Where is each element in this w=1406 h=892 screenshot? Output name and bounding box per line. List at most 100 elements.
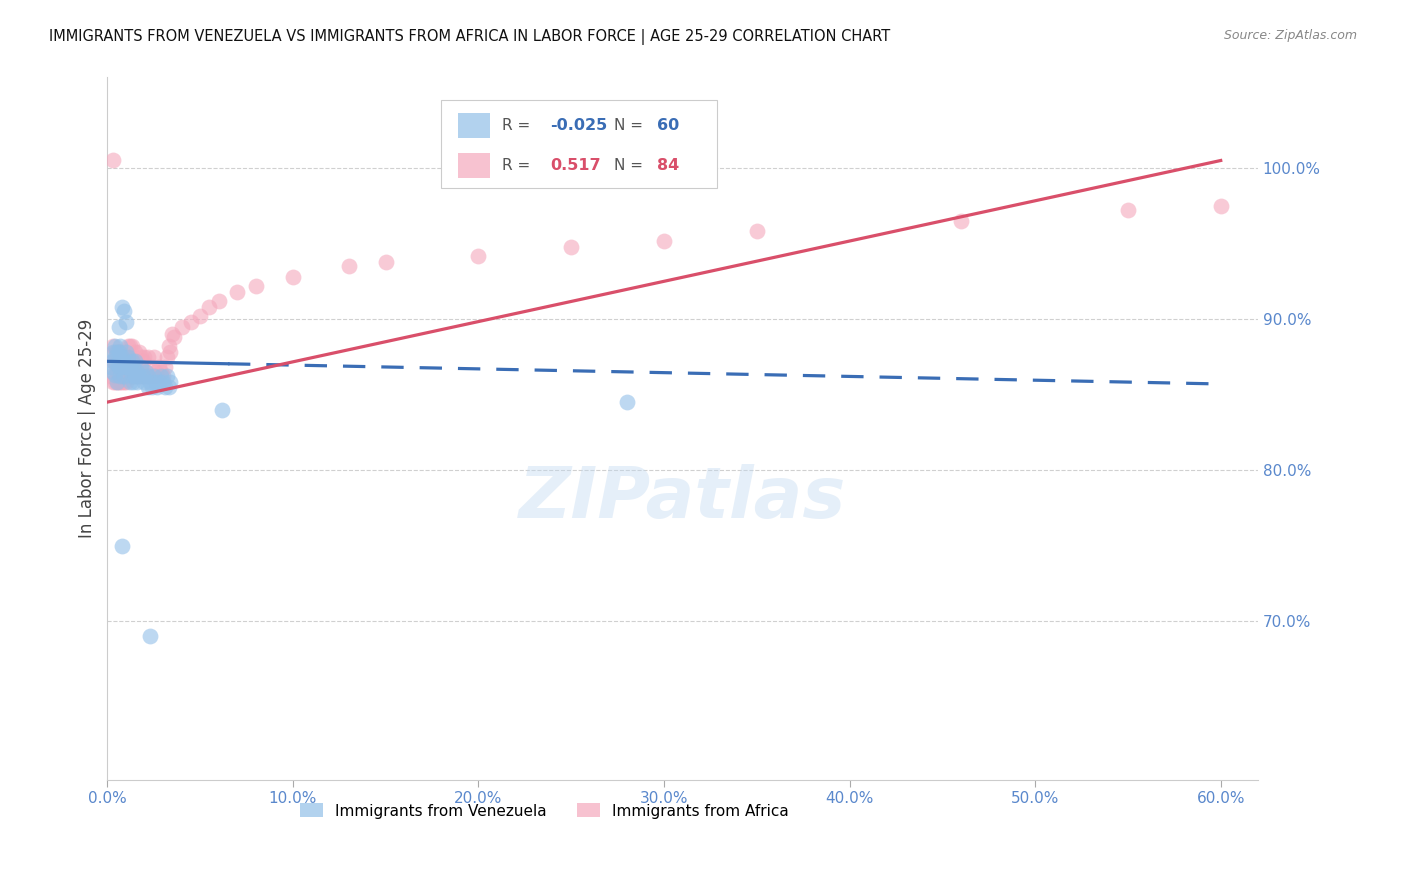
Point <box>245 278 267 293</box>
Point <box>101 345 124 359</box>
Point <box>131 369 153 384</box>
Point <box>139 369 162 384</box>
Point <box>121 354 143 368</box>
Point <box>110 339 132 353</box>
Point <box>745 224 768 238</box>
Point <box>159 376 181 390</box>
Point <box>146 380 169 394</box>
Point <box>110 354 132 368</box>
Point <box>150 369 173 384</box>
Point <box>105 345 128 359</box>
Point <box>117 339 139 353</box>
Point <box>104 376 127 390</box>
FancyBboxPatch shape <box>441 100 717 187</box>
Point <box>211 402 233 417</box>
Text: R =: R = <box>502 158 540 173</box>
Text: R =: R = <box>502 118 536 133</box>
Point <box>122 354 145 368</box>
Point <box>150 365 173 379</box>
Point <box>170 319 193 334</box>
Point <box>124 354 146 368</box>
Point <box>226 285 249 299</box>
Point <box>115 350 138 364</box>
Point <box>148 376 170 390</box>
Point <box>616 395 638 409</box>
Point <box>105 365 128 379</box>
Point <box>128 369 150 384</box>
FancyBboxPatch shape <box>458 112 491 138</box>
Point <box>112 376 135 390</box>
Point <box>1116 203 1139 218</box>
Point <box>131 369 153 384</box>
Point <box>129 360 152 375</box>
Point <box>111 360 134 375</box>
Point <box>118 339 141 353</box>
Point <box>111 360 134 375</box>
Point <box>115 315 138 329</box>
Point <box>110 369 132 384</box>
Text: N =: N = <box>613 158 647 173</box>
Text: Source: ZipAtlas.com: Source: ZipAtlas.com <box>1223 29 1357 42</box>
Point <box>152 376 174 390</box>
Point <box>134 376 156 390</box>
Point <box>105 376 128 390</box>
Point <box>208 293 231 308</box>
Point <box>115 345 138 359</box>
Point <box>136 369 159 384</box>
Point <box>134 369 156 384</box>
Point <box>124 360 146 375</box>
Point <box>112 369 135 384</box>
Point <box>142 350 165 364</box>
Point <box>560 239 582 253</box>
Text: N =: N = <box>613 118 647 133</box>
Point <box>112 365 135 379</box>
Point <box>117 360 139 375</box>
Point <box>135 365 157 379</box>
Point <box>141 360 163 375</box>
Point <box>145 365 167 379</box>
Point <box>374 254 396 268</box>
Point <box>281 269 304 284</box>
Point <box>129 365 152 379</box>
Point <box>157 380 180 394</box>
Point <box>949 214 972 228</box>
Point <box>157 339 180 353</box>
Point <box>134 350 156 364</box>
Point <box>105 357 128 371</box>
Point <box>104 339 127 353</box>
Point <box>100 369 122 384</box>
Point <box>153 380 176 394</box>
Point <box>128 369 150 384</box>
Point <box>107 345 129 359</box>
Point <box>162 327 184 342</box>
Point <box>112 350 135 364</box>
Point <box>111 539 134 553</box>
Point <box>156 350 179 364</box>
Point <box>146 369 169 384</box>
Point <box>142 369 165 384</box>
Point <box>121 339 143 353</box>
Point <box>118 360 141 375</box>
Point <box>180 315 202 329</box>
Point <box>122 369 145 384</box>
Point <box>111 350 134 364</box>
Point <box>125 365 148 379</box>
Point <box>124 369 146 384</box>
Point <box>107 360 129 375</box>
Point <box>131 354 153 368</box>
Point <box>153 360 176 375</box>
Point <box>118 369 141 384</box>
Point <box>121 369 143 384</box>
Point <box>107 376 129 390</box>
Text: 60: 60 <box>657 118 679 133</box>
Point <box>101 354 124 368</box>
Point <box>101 365 124 379</box>
Point <box>139 629 162 643</box>
Point <box>110 345 132 359</box>
Text: 84: 84 <box>657 158 679 173</box>
Point <box>115 365 138 379</box>
Point <box>105 345 128 359</box>
Point <box>112 354 135 368</box>
Point <box>118 376 141 390</box>
FancyBboxPatch shape <box>458 153 491 178</box>
